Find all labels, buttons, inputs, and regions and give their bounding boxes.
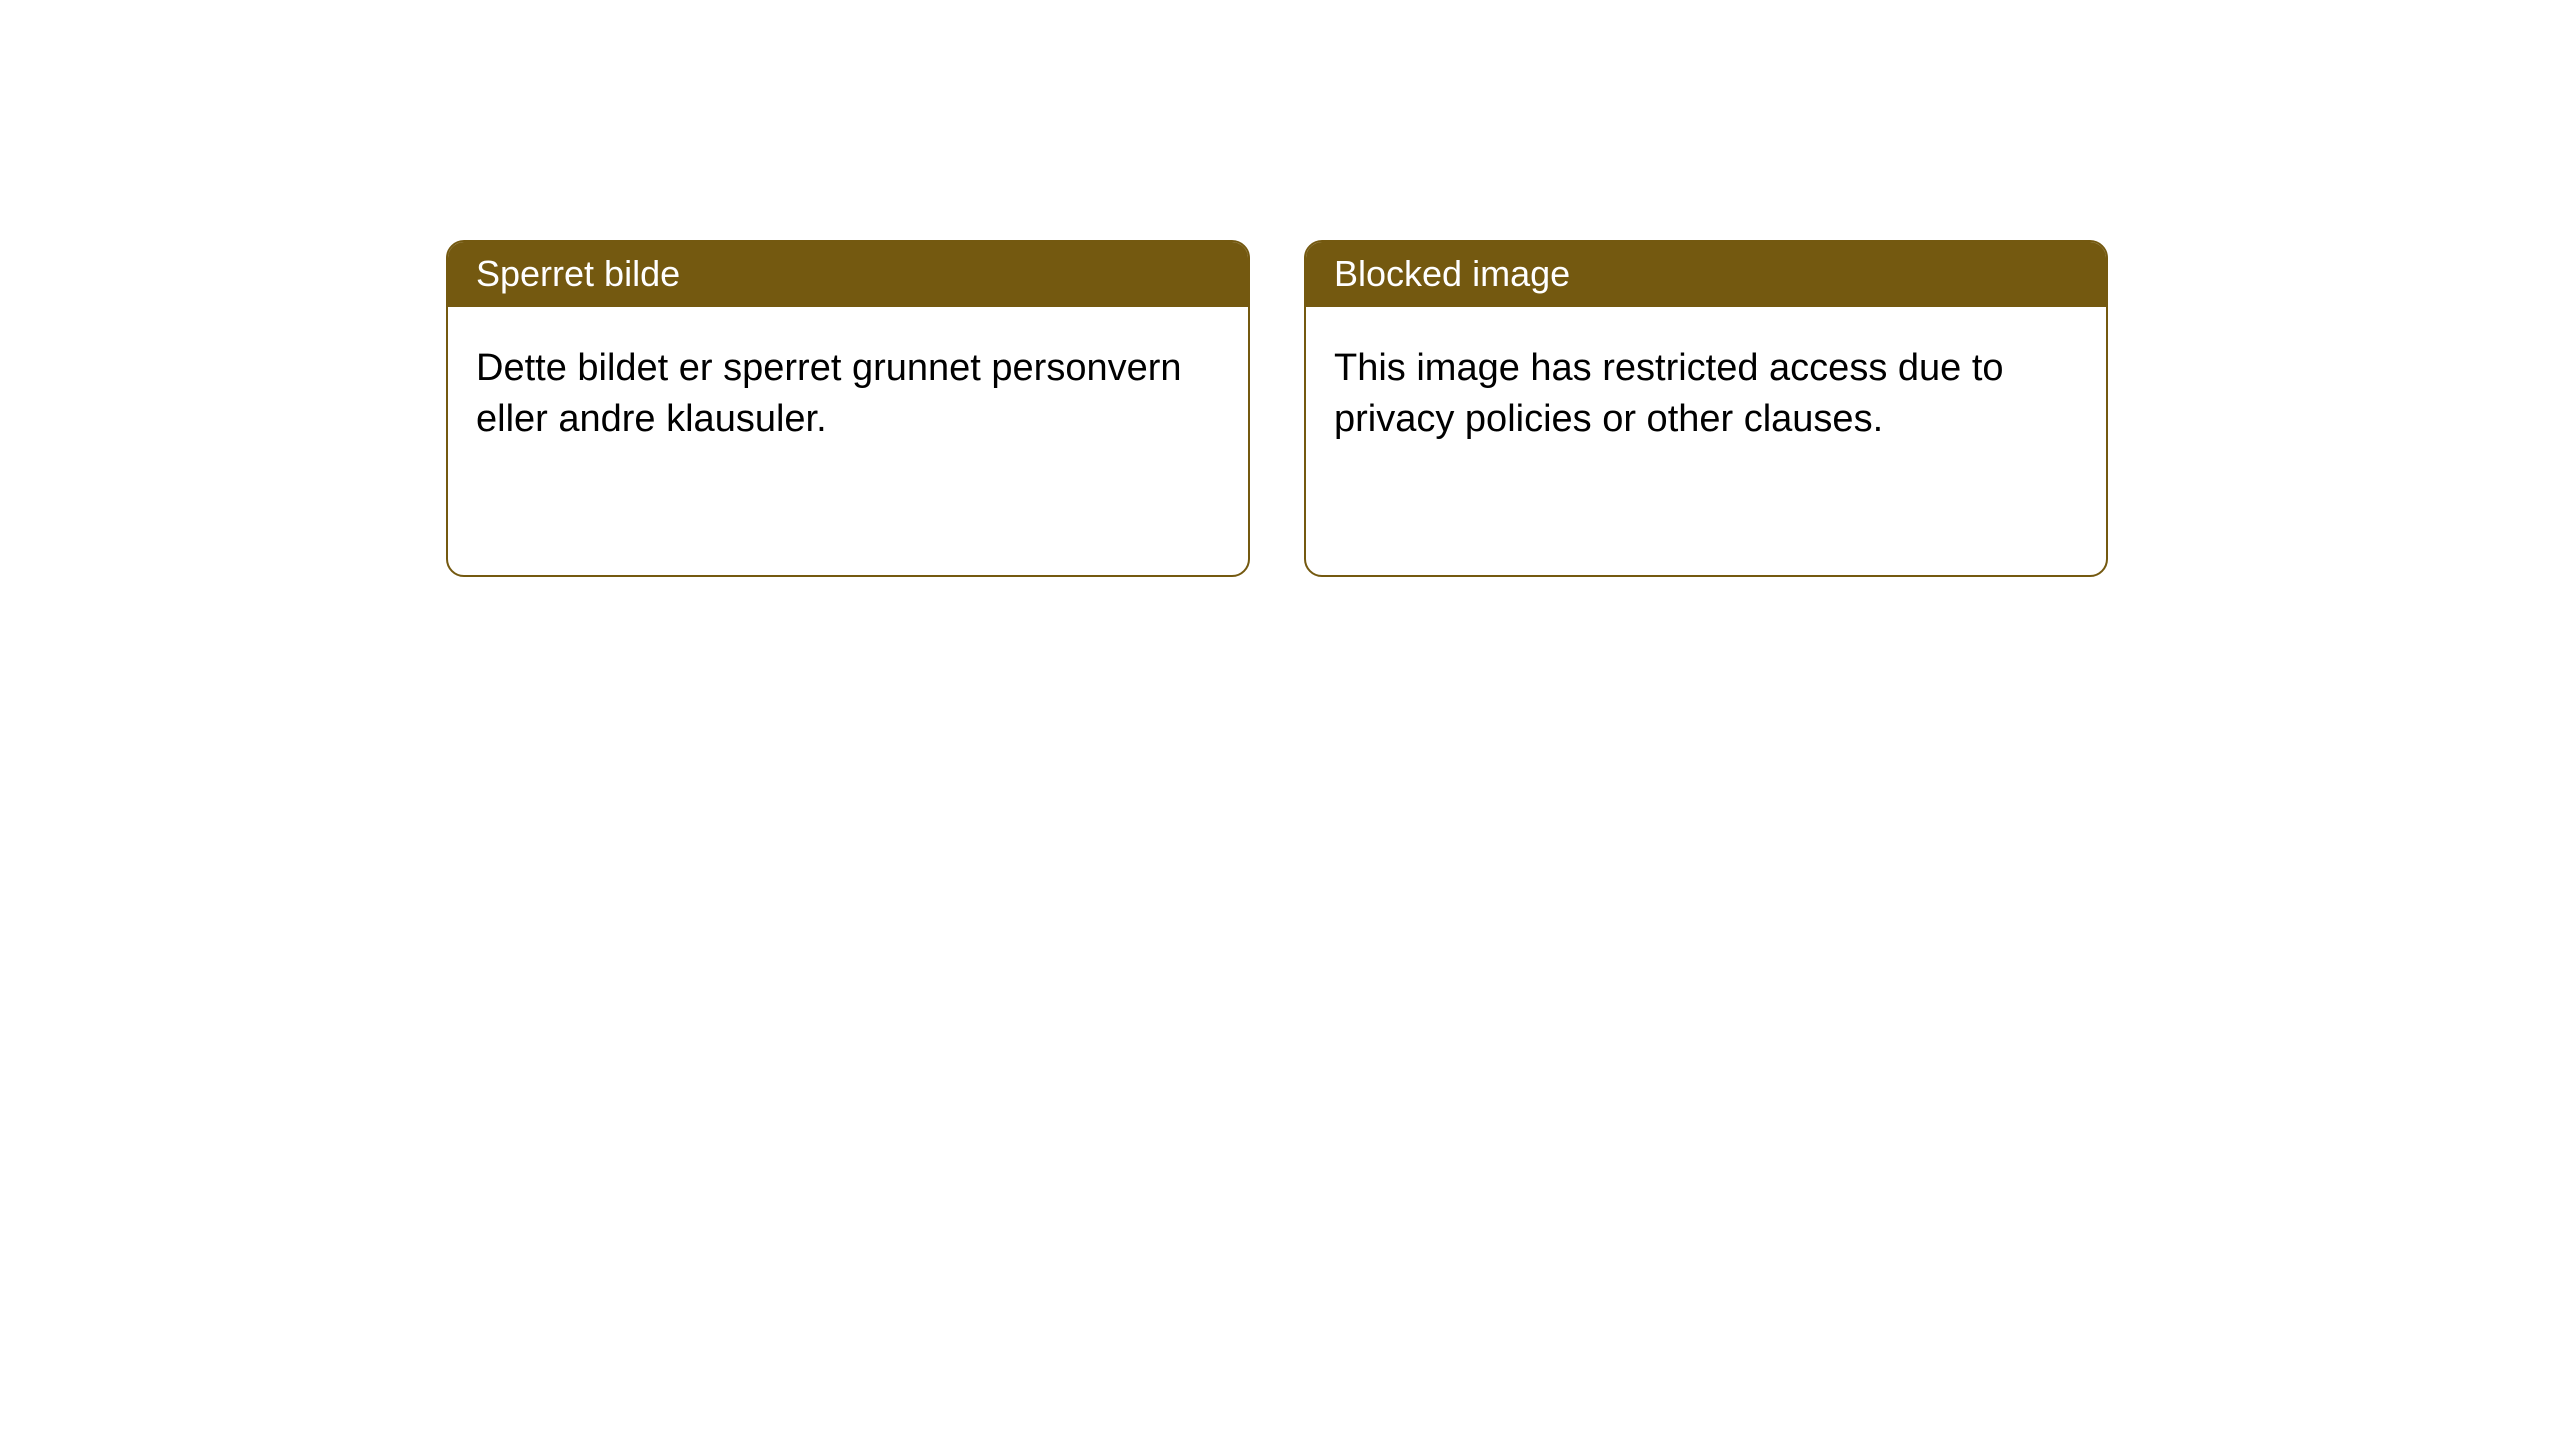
notice-title-en: Blocked image <box>1306 242 2106 307</box>
notice-box-no: Sperret bilde Dette bildet er sperret gr… <box>446 240 1250 577</box>
notice-title-no: Sperret bilde <box>448 242 1248 307</box>
notice-body-no: Dette bildet er sperret grunnet personve… <box>448 307 1248 482</box>
notice-box-en: Blocked image This image has restricted … <box>1304 240 2108 577</box>
notice-container: Sperret bilde Dette bildet er sperret gr… <box>0 0 2560 577</box>
notice-body-en: This image has restricted access due to … <box>1306 307 2106 482</box>
